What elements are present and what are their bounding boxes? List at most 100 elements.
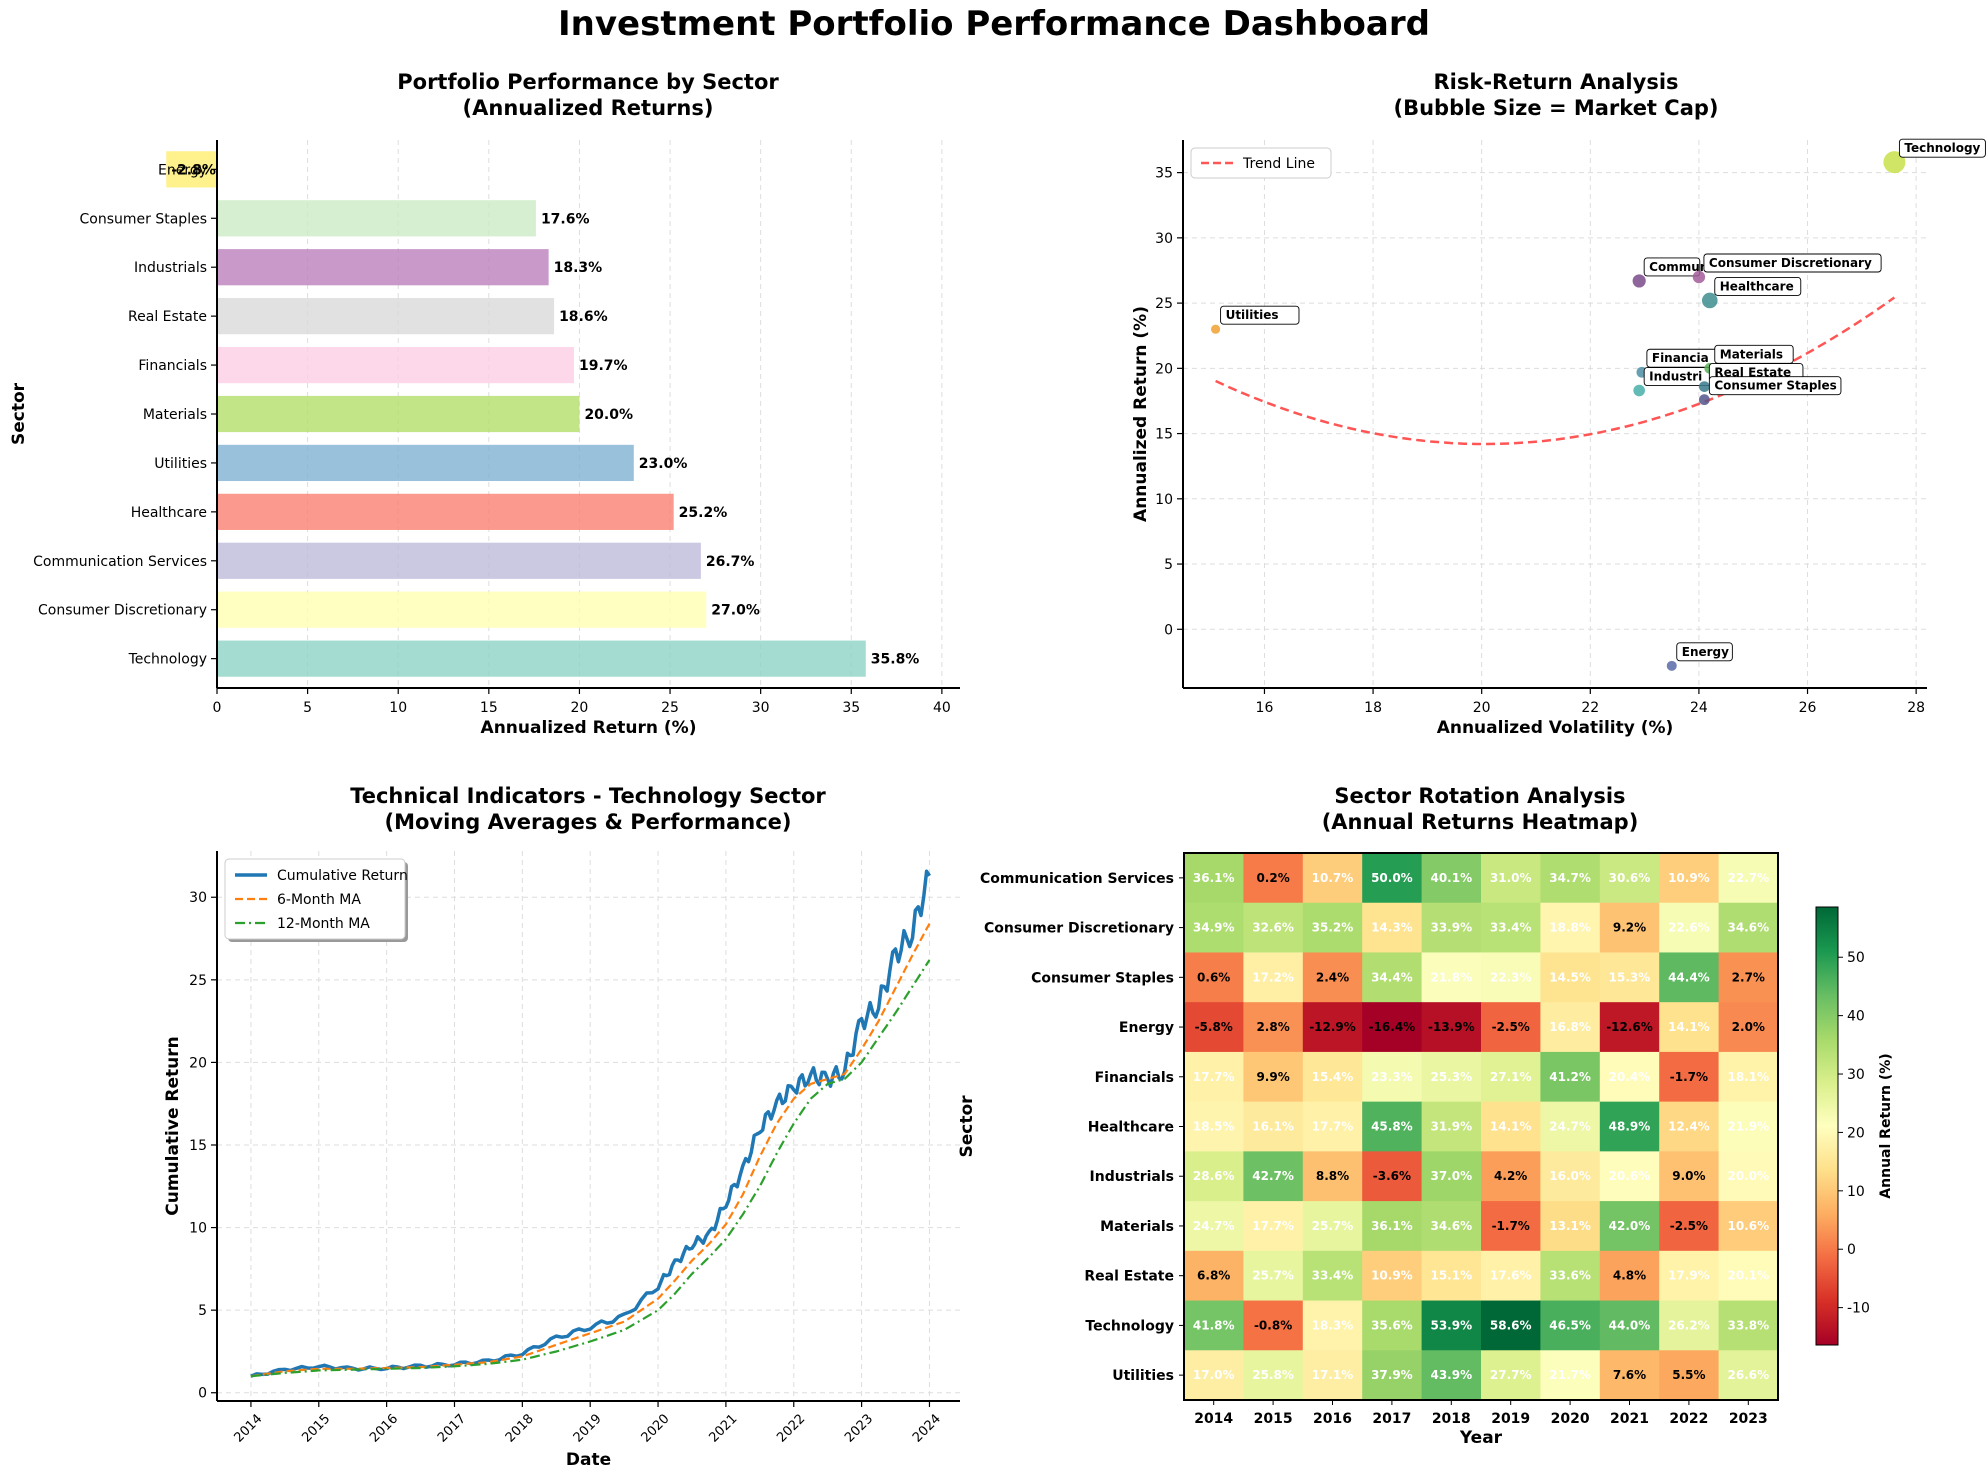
bubble-label-box <box>1714 277 1802 296</box>
x-axis-label: Year <box>1459 1428 1503 1448</box>
bar-value-label: 20.0% <box>584 407 633 423</box>
cell-value-label: 32.6% <box>1252 921 1294 935</box>
cell-value-label: 5.5% <box>1672 1368 1705 1382</box>
heatmap-cell <box>1481 902 1541 954</box>
cell-value-label: 4.2% <box>1494 1169 1527 1183</box>
heatmap-cell <box>1659 1201 1720 1252</box>
series-line <box>250 959 931 1378</box>
cell-value-label: 37.9% <box>1371 1368 1413 1382</box>
heatmap-cell <box>1362 1300 1423 1351</box>
x-tick-label: 0 <box>213 700 222 716</box>
cell-value-label: 9.0% <box>1672 1169 1705 1183</box>
heatmap-cell <box>1718 1300 1779 1351</box>
heatmap-cell <box>1421 1051 1482 1103</box>
legend-label: 12-Month MA <box>277 916 370 932</box>
x-tick-label: 2014 <box>231 1412 265 1446</box>
scatter-subtitle: (Bubble Size = Market Cap) <box>1393 96 1718 120</box>
heatmap-cell <box>1481 1002 1541 1053</box>
x-tick-label: 16 <box>1256 700 1274 716</box>
cell-value-label: 16.0% <box>1549 1169 1591 1183</box>
cell-value-label: -1.7% <box>1670 1070 1708 1084</box>
heatmap-cell <box>1540 1300 1601 1351</box>
cell-value-label: 35.6% <box>1371 1318 1413 1332</box>
scatter-title: Risk-Return Analysis <box>1433 70 1678 94</box>
bubble-label: Financia <box>1652 351 1709 365</box>
cell-value-label: 25.3% <box>1430 1070 1472 1084</box>
cell-value-label: 16.8% <box>1549 1020 1591 1034</box>
col-label: 2021 <box>1610 1411 1649 1427</box>
heatmap-cell <box>1243 1051 1304 1103</box>
cell-value-label: 35.2% <box>1312 921 1354 935</box>
x-tick-label: 20 <box>571 700 589 716</box>
cell-value-label: 24.7% <box>1549 1120 1591 1134</box>
cell-value-label: 26.6% <box>1727 1368 1769 1382</box>
heatmap-cell <box>1659 1051 1720 1103</box>
risk-return-scatter: 16 18 20 22 24 26 28 0 5 10 15 20 25 30 35 Technology Co… <box>1131 70 1986 738</box>
cell-value-label: 0.6% <box>1197 970 1230 984</box>
col-label: 2023 <box>1729 1411 1768 1427</box>
y-tick-label: 15 <box>1155 427 1173 443</box>
heatmap-cell <box>1362 952 1423 1003</box>
heatmap-cell <box>1243 853 1304 904</box>
colorbar <box>1815 906 1839 1346</box>
cell-value-label: -16.4% <box>1369 1020 1416 1034</box>
heatmap-cell <box>1184 1350 1244 1401</box>
cell-value-label: -2.5% <box>1492 1020 1530 1034</box>
heatmap-cell <box>1599 952 1660 1003</box>
heatmap-title: Sector Rotation Analysis <box>1334 784 1625 808</box>
cell-value-label: 14.5% <box>1549 970 1591 984</box>
heatmap-cell <box>1362 1350 1423 1401</box>
heatmap-cell <box>1599 1300 1660 1351</box>
cell-value-label: 14.3% <box>1371 921 1413 935</box>
bubble <box>1666 660 1677 671</box>
bubble-label-box <box>1708 376 1842 396</box>
heatmap-cell <box>1184 1002 1244 1053</box>
heatmap-cell <box>1243 1101 1304 1152</box>
colorbar-tick-label: 10 <box>1847 1184 1865 1200</box>
cell-value-label: 46.5% <box>1549 1318 1591 1332</box>
x-axis-label: Annualized Volatility (%) <box>1437 718 1674 738</box>
x-tick-label: 5 <box>303 700 312 716</box>
heatmap-cell <box>1659 1250 1720 1302</box>
cell-value-label: 17.1% <box>1312 1368 1354 1382</box>
heatmap-cell <box>1718 1250 1779 1302</box>
heatmap-cell <box>1718 1151 1779 1202</box>
x-tick-label: 25 <box>661 700 679 716</box>
y-tick-label: Utilities <box>154 456 207 472</box>
cell-value-label: 17.7% <box>1252 1219 1294 1233</box>
bar-value-label: 23.0% <box>639 456 688 472</box>
x-tick-label: 2021 <box>706 1412 740 1446</box>
heatmap-cell <box>1718 1101 1779 1152</box>
cell-value-label: 2.0% <box>1732 1020 1765 1034</box>
heatmap-cell <box>1481 1250 1541 1302</box>
cell-value-label: 18.3% <box>1312 1318 1354 1332</box>
cell-value-label: 17.7% <box>1312 1120 1354 1134</box>
cell-value-label: 50.0% <box>1371 871 1413 885</box>
row-label: Materials <box>1100 1219 1174 1235</box>
bar <box>217 249 549 286</box>
y-tick-label: 0 <box>198 1386 207 1402</box>
col-label: 2022 <box>1669 1411 1708 1427</box>
bar <box>217 346 575 384</box>
cell-value-label: 42.0% <box>1609 1219 1651 1233</box>
heatmap-cell <box>1302 1051 1363 1103</box>
heatmap-cell <box>1184 1300 1244 1351</box>
x-tick-label: 2016 <box>367 1412 401 1446</box>
x-tick-label: 2023 <box>842 1412 876 1446</box>
cell-value-label: 33.4% <box>1490 921 1532 935</box>
heatmap-cell <box>1243 1002 1304 1053</box>
heatmap-cell <box>1540 1350 1601 1401</box>
heatmap-cell <box>1421 1002 1482 1053</box>
heatmap-cell <box>1184 1250 1244 1302</box>
bubble-label: Energy <box>1682 645 1729 659</box>
heatmap-frame <box>1183 852 1779 1401</box>
y-tick-label: Real Estate <box>128 309 207 325</box>
heatmap-cell <box>1243 902 1304 954</box>
heatmap-cell <box>1184 1051 1244 1103</box>
x-tick-label: 22 <box>1581 700 1599 716</box>
row-label: Real Estate <box>1084 1269 1174 1285</box>
x-tick-label: 2024 <box>910 1412 944 1446</box>
bubble-label: Consumer Discretionary <box>1709 256 1872 270</box>
x-tick-label: 18 <box>1364 700 1382 716</box>
y-tick-label: Consumer Discretionary <box>38 603 207 619</box>
